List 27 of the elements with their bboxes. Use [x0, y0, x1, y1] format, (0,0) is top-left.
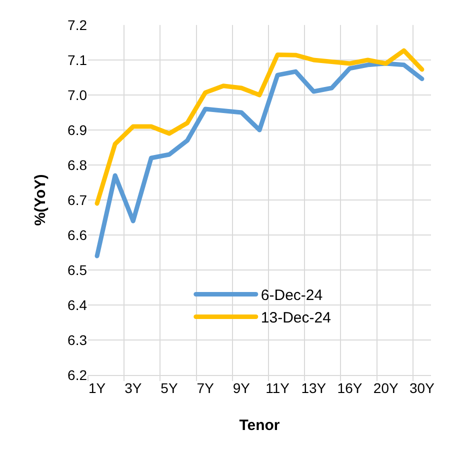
y-tick-label: 6.9 [68, 122, 88, 138]
x-tick-label: 7Y [196, 380, 215, 396]
y-tick-label: 6.8 [68, 156, 88, 173]
legend-label: 6-Dec-24 [260, 287, 323, 304]
y-tick-label: 6.3 [68, 332, 88, 348]
y-tick-label: 6.4 [68, 296, 88, 313]
x-tick-label: 1Y [88, 380, 106, 396]
x-tick-label: 5Y [160, 380, 178, 396]
legend-label: 13-Dec-24 [260, 310, 331, 327]
y-axis-title: %(YoY) [32, 174, 49, 226]
y-tick-label: 6.2 [68, 366, 88, 383]
x-tick-label: 3Y [124, 380, 142, 396]
y-tick-label: 7.0 [68, 86, 88, 103]
line-series [94, 61, 424, 258]
y-tick-label: 6.6 [68, 226, 88, 243]
x-tick-label: 13Y [301, 380, 327, 396]
y-tick-label: 7.2 [68, 16, 88, 33]
x-tick-label: 20Y [373, 380, 399, 396]
x-tick-label: 16Y [337, 380, 363, 396]
y-tick-label: 7.1 [68, 52, 88, 68]
x-tick-label: 30Y [410, 380, 436, 396]
y-tick-label: 6.5 [68, 262, 88, 278]
x-tick-label: 11Y [266, 380, 290, 396]
y-tick-label: 6.7 [68, 192, 88, 208]
x-axis-title: Tenor [239, 417, 280, 434]
line-series [94, 48, 424, 206]
x-tick-label: 9Y [232, 380, 251, 396]
